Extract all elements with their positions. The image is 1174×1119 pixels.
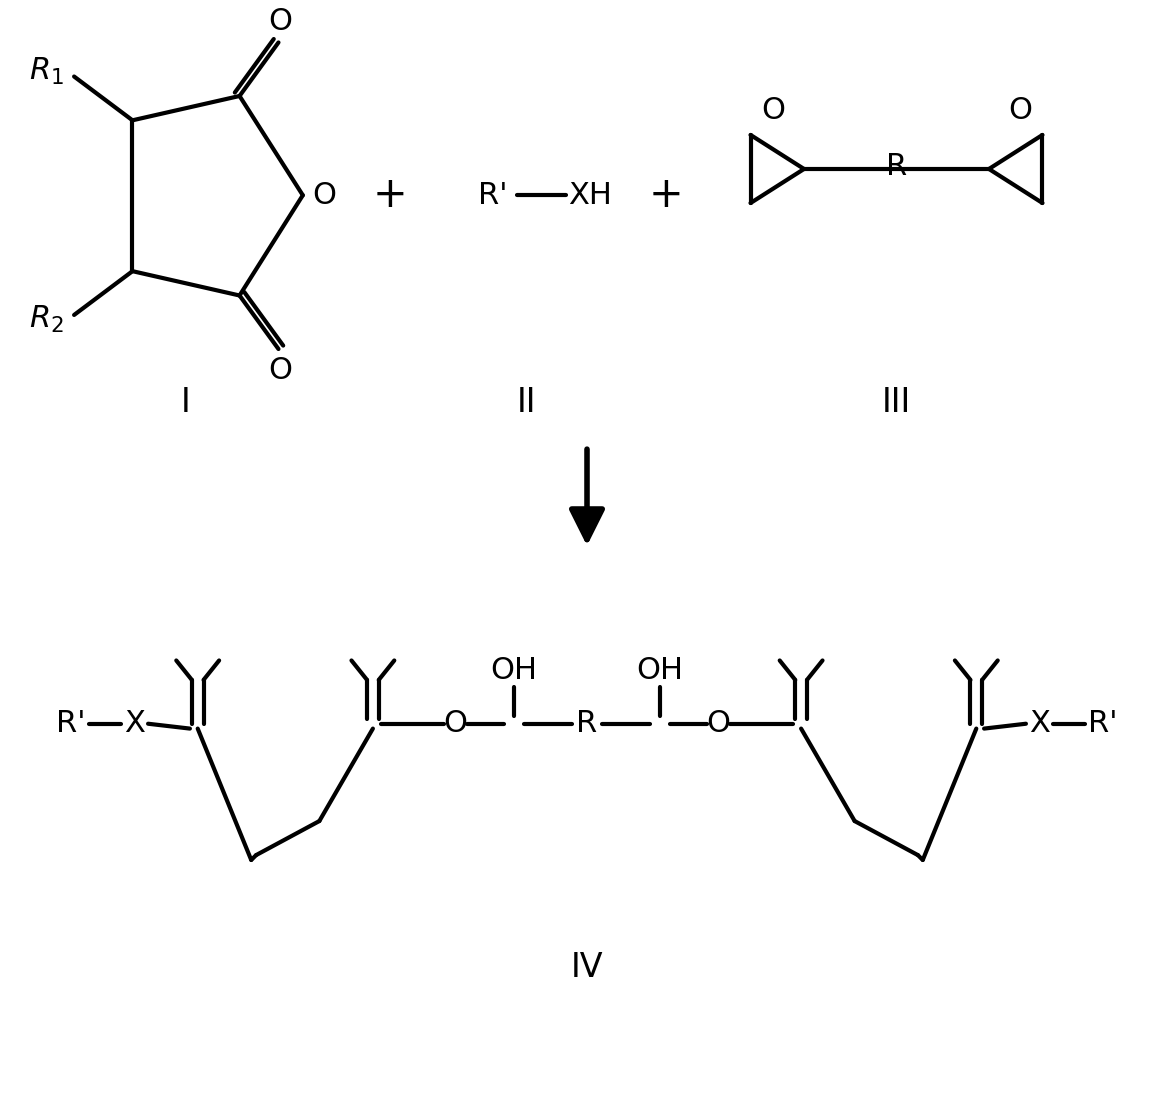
Text: O: O — [1008, 96, 1032, 125]
Text: $R_1$: $R_1$ — [29, 56, 65, 87]
Text: +: + — [648, 175, 683, 216]
Text: O: O — [707, 709, 730, 739]
Text: +: + — [373, 175, 407, 216]
Text: O: O — [761, 96, 785, 125]
Text: XH: XH — [568, 181, 612, 209]
Text: O: O — [269, 356, 292, 385]
Text: O: O — [269, 7, 292, 36]
Text: X: X — [124, 709, 144, 739]
Text: R: R — [576, 709, 598, 739]
Text: R': R' — [56, 709, 86, 739]
Text: X: X — [1030, 709, 1050, 739]
Text: OH: OH — [636, 656, 683, 685]
Text: OH: OH — [491, 656, 538, 685]
Text: O: O — [444, 709, 467, 739]
Text: IV: IV — [571, 950, 603, 984]
Text: R': R' — [1088, 709, 1118, 739]
Text: III: III — [882, 386, 911, 419]
Text: O: O — [312, 181, 336, 209]
Text: $R_2$: $R_2$ — [29, 304, 65, 336]
Text: R': R' — [478, 181, 507, 209]
Text: I: I — [181, 386, 191, 419]
Text: R: R — [886, 151, 908, 180]
Text: II: II — [517, 386, 537, 419]
